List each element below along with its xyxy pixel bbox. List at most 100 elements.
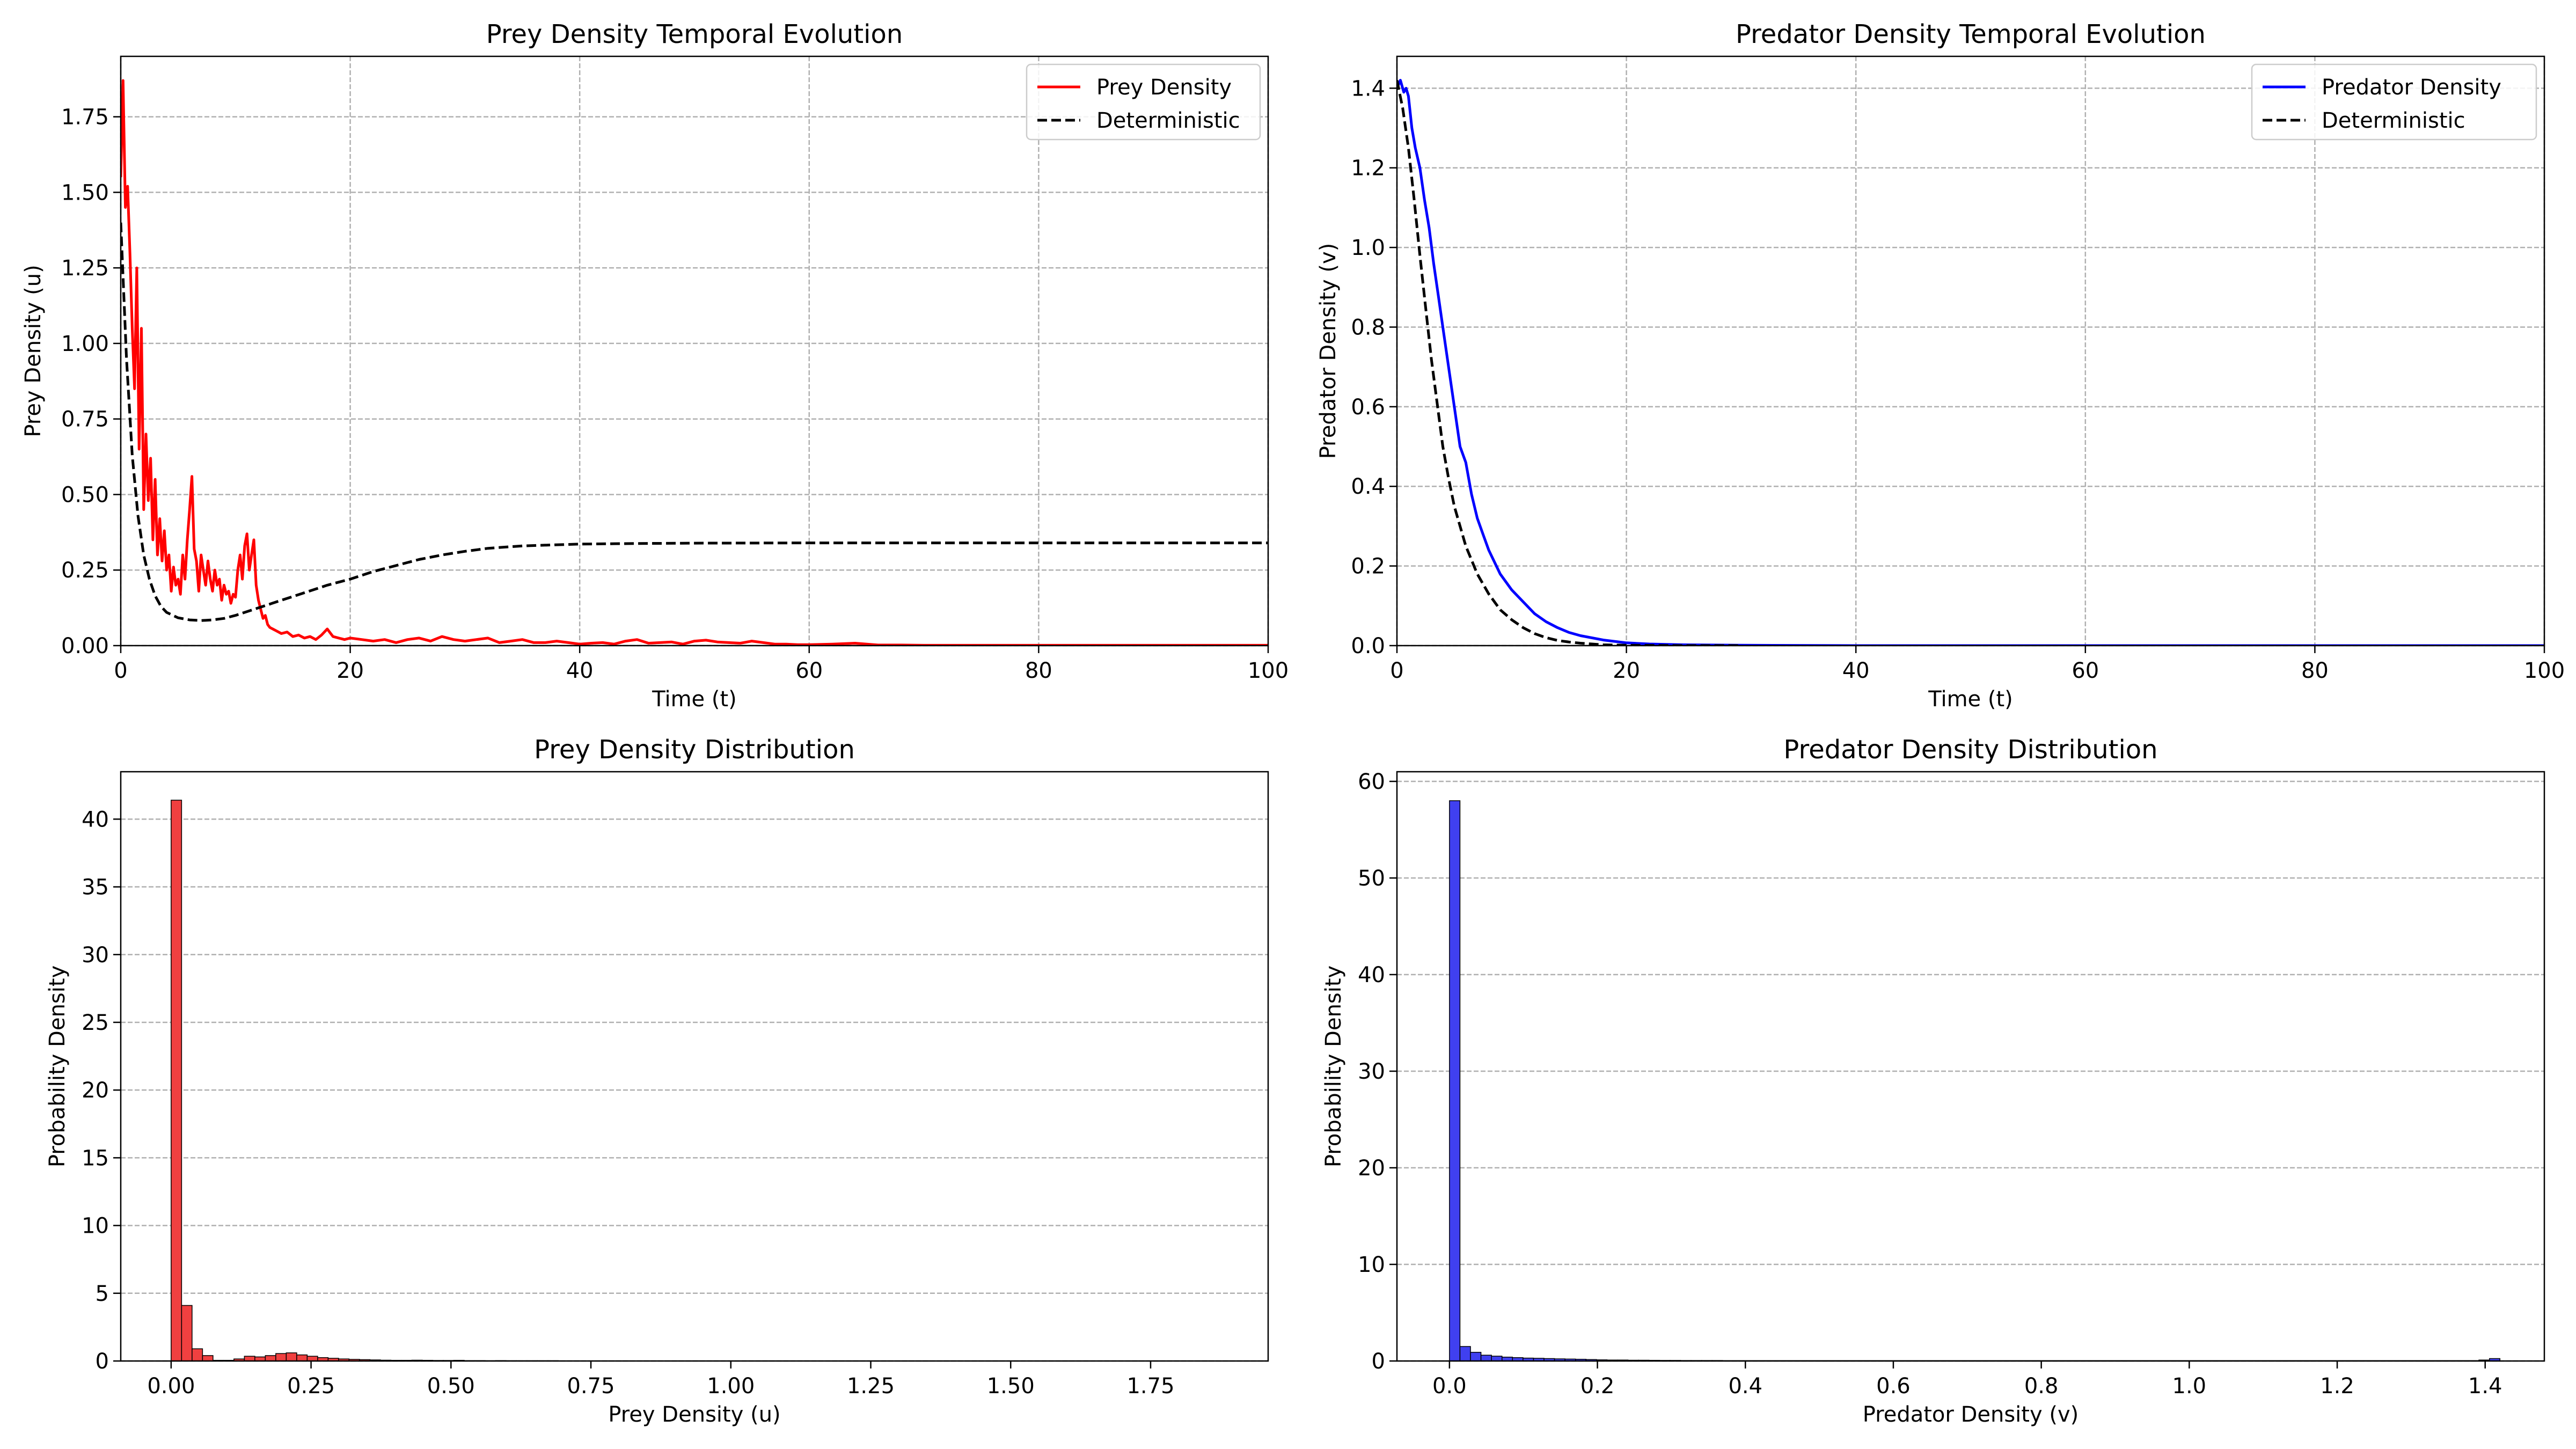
histogram-bar xyxy=(2489,1358,2501,1361)
x-tick-label: 80 xyxy=(1025,658,1052,683)
chart-title: Predator Density Distribution xyxy=(1783,735,2157,765)
y-tick-label: 0.4 xyxy=(1351,474,1385,499)
x-tick-label: 100 xyxy=(1248,658,1289,683)
x-tick-label: 100 xyxy=(2524,658,2565,683)
x-tick-label: 1.50 xyxy=(987,1374,1035,1399)
x-axis-label: Prey Density (u) xyxy=(608,1402,780,1427)
y-tick-label: 20 xyxy=(1358,1156,1385,1181)
y-tick-label: 10 xyxy=(82,1214,109,1239)
histogram-bar xyxy=(286,1352,297,1361)
y-tick-label: 1.0 xyxy=(1351,236,1385,260)
y-tick-label: 1.50 xyxy=(61,180,109,205)
y-tick-label: 30 xyxy=(82,943,109,968)
y-axis-label: Predator Density (v) xyxy=(1316,243,1341,459)
x-tick-label: 0.4 xyxy=(1728,1374,1762,1399)
chart-title: Prey Density Distribution xyxy=(534,735,855,765)
legend-box xyxy=(2251,63,2537,141)
y-tick-label: 50 xyxy=(1358,866,1385,891)
histogram-bar xyxy=(265,1355,276,1361)
panel-predator_hist: 0.0 0.2 0.4 0.6 0.8 1.0 1.2 1.4 0 10 20 30 40 50 60 Pre… xyxy=(1321,735,2545,1427)
y-tick-label: 1.75 xyxy=(61,105,109,130)
x-tick-label: 0.25 xyxy=(287,1374,335,1399)
y-axis-label: Probability Density xyxy=(1321,965,1346,1167)
series-line-prey-density xyxy=(121,79,1268,646)
x-axis-label: Predator Density (v) xyxy=(1863,1402,2079,1427)
x-tick-label: 1.4 xyxy=(2468,1374,2502,1399)
legend: Predator Density Deterministic xyxy=(2251,63,2537,141)
x-tick-label: 80 xyxy=(2301,658,2329,683)
y-tick-label: 1.00 xyxy=(61,332,109,356)
y-tick-label: 5 xyxy=(96,1282,109,1306)
y-tick-label: 0.00 xyxy=(61,634,109,658)
series-line-deterministic xyxy=(121,222,1268,622)
panel-prey_hist: 0.00 0.25 0.50 0.75 1.00 1.25 1.50 1.75 0 5 10 15 20… xyxy=(45,735,1269,1427)
x-tick-label: 1.2 xyxy=(2320,1374,2354,1399)
panel-predator_time: 0 20 40 60 80 100 0.0 0.2 0.4 0.6 0.8 1.0 1.2 1.4 Pred… xyxy=(1316,19,2565,712)
x-tick-label: 0.00 xyxy=(147,1374,195,1399)
y-tick-label: 0.50 xyxy=(61,482,109,507)
y-tick-label: 25 xyxy=(82,1011,109,1035)
chart-title: Predator Density Temporal Evolution xyxy=(1736,19,2206,49)
y-tick-label: 15 xyxy=(82,1146,109,1170)
y-tick-label: 0.0 xyxy=(1351,634,1385,658)
x-tick-label: 20 xyxy=(1613,658,1640,683)
legend-label: Deterministic xyxy=(2322,108,2465,133)
y-tick-label: 1.4 xyxy=(1351,76,1385,101)
legend: Prey Density Deterministic xyxy=(1026,63,1261,141)
x-tick-label: 1.00 xyxy=(707,1374,755,1399)
y-tick-label: 30 xyxy=(1358,1059,1385,1084)
y-tick-label: 20 xyxy=(82,1078,109,1103)
y-tick-label: 10 xyxy=(1358,1253,1385,1277)
axes-frame xyxy=(1396,771,2545,1362)
x-tick-label: 0.8 xyxy=(2024,1374,2059,1399)
y-tick-label: 0.75 xyxy=(61,407,109,432)
x-tick-label: 20 xyxy=(336,658,364,683)
y-axis-label: Probability Density xyxy=(45,965,70,1167)
x-tick-label: 60 xyxy=(2072,658,2099,683)
axes-frame xyxy=(1396,55,2545,647)
y-tick-label: 40 xyxy=(82,807,109,832)
legend-label: Deterministic xyxy=(1096,108,1240,133)
y-tick-label: 0 xyxy=(1372,1349,1385,1374)
plot-area xyxy=(121,79,1268,646)
histogram-bar xyxy=(296,1354,308,1361)
x-axis-label: Time (t) xyxy=(652,687,737,712)
histogram-bar xyxy=(1449,800,1461,1361)
x-tick-label: 0.2 xyxy=(1580,1374,1615,1399)
x-tick-label: 40 xyxy=(566,658,594,683)
y-tick-label: 0.2 xyxy=(1351,554,1385,579)
histogram-bar xyxy=(1491,1356,1503,1361)
y-tick-label: 1.2 xyxy=(1351,156,1385,181)
chart-title: Prey Density Temporal Evolution xyxy=(486,19,903,49)
histogram-bar xyxy=(181,1305,193,1361)
plot-area xyxy=(1397,79,2544,646)
x-tick-label: 60 xyxy=(795,658,823,683)
x-tick-label: 40 xyxy=(1842,658,1870,683)
x-tick-label: 0 xyxy=(1390,658,1403,683)
x-tick-label: 0.50 xyxy=(427,1374,475,1399)
legend-label: Predator Density xyxy=(2322,75,2501,100)
x-tick-label: 1.75 xyxy=(1126,1374,1174,1399)
x-tick-label: 1.25 xyxy=(847,1374,895,1399)
y-tick-label: 60 xyxy=(1358,770,1385,794)
x-tick-label: 0.75 xyxy=(567,1374,615,1399)
y-tick-label: 0 xyxy=(96,1349,109,1374)
histogram-bar xyxy=(1480,1355,1492,1361)
y-tick-label: 0.8 xyxy=(1351,315,1385,340)
y-axis-label: Prey Density (u) xyxy=(21,265,46,437)
histogram-bar xyxy=(244,1356,255,1361)
histogram-bar xyxy=(1470,1352,1482,1361)
panel-prey_time: 0 20 40 60 80 100 0.00 0.25 0.50 0.75 1.00 1.25 1.50… xyxy=(21,19,1289,712)
histogram-bar xyxy=(306,1356,318,1361)
y-tick-label: 0.25 xyxy=(61,558,109,583)
x-tick-label: 1.0 xyxy=(2172,1374,2207,1399)
axes-frame xyxy=(120,55,1269,647)
series-line-predator-density xyxy=(1397,79,2544,646)
histogram-bar xyxy=(171,800,182,1361)
histogram-bar xyxy=(1459,1346,1471,1361)
y-tick-label: 0.6 xyxy=(1351,395,1385,420)
series-line-deterministic xyxy=(1397,79,1741,646)
axes-frame xyxy=(120,771,1269,1362)
histogram-bar xyxy=(192,1348,203,1361)
